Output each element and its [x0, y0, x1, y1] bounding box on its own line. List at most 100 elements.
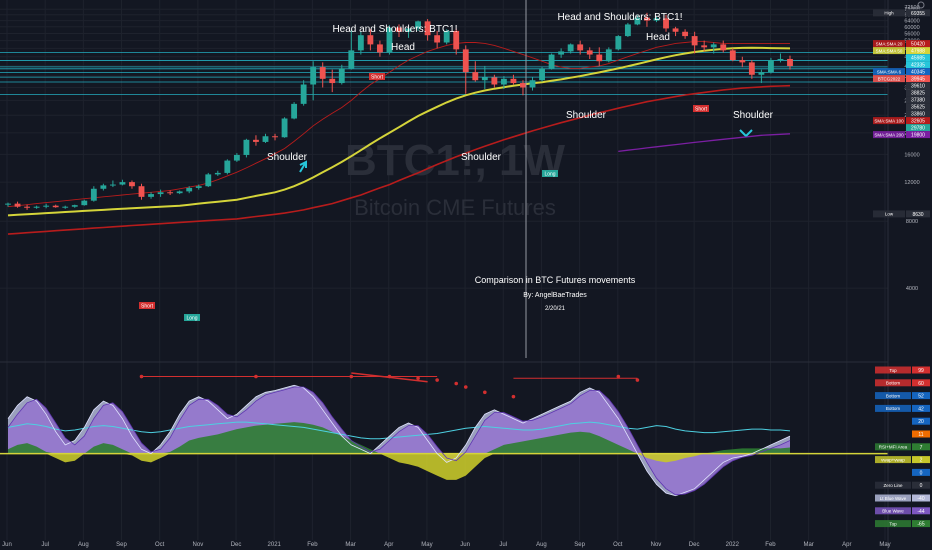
arrow-icon: [299, 160, 307, 173]
osc-tag-value-box: [912, 481, 930, 489]
osc-tag-value-box: [912, 392, 930, 400]
osc-tag-name: vwap+vwap: [881, 457, 905, 462]
comparison-text: Comparison in BTC Futures movements: [475, 275, 636, 285]
candle-body: [291, 103, 298, 119]
candle-body: [33, 206, 40, 208]
sma-line: [7, 41, 790, 208]
candle-body: [682, 31, 689, 37]
candle-body: [653, 18, 660, 21]
shoulder-label-4: Shoulder: [733, 110, 774, 121]
candle-body: [167, 192, 174, 194]
candle-body: [510, 78, 517, 84]
long-signal-label: Long: [544, 172, 555, 178]
x-tick-label: Dec: [231, 542, 242, 548]
price-tag-value-box: [906, 82, 930, 90]
osc-tag-name: Blue Wave: [882, 509, 904, 514]
price-tag-value: 32605: [911, 119, 925, 125]
head-label-1: Head: [391, 42, 415, 53]
osc-tag-value-box: [912, 379, 930, 387]
price-tag-name: SMA:SMA 6: [877, 69, 902, 74]
osc-tag-value-box: [912, 456, 930, 464]
shoulder-label-2: Shoulder: [461, 152, 502, 163]
candle-body: [281, 118, 288, 138]
x-tick-label: Apr: [384, 542, 393, 548]
blue-wave-line: [7, 386, 791, 496]
candle-body: [624, 24, 631, 37]
x-axis: Jun Jul Aug Sep Oct Nov Dec 2021 Feb Mar Apr May Jun…: [2, 542, 891, 548]
price-tag-value: 37380: [911, 98, 925, 104]
moving-averages: [7, 41, 791, 235]
candle-body: [71, 205, 78, 207]
x-tick-label: May: [879, 542, 890, 548]
chart-settings[interactable]: [917, 1, 925, 9]
short-signal-label: Short: [371, 75, 384, 81]
candle-body: [357, 35, 364, 51]
osc-tag-value: 52: [918, 394, 924, 400]
candle-body: [262, 136, 269, 142]
date-text: 2/20/21: [545, 306, 566, 312]
price-tag-value: 42335: [911, 63, 925, 69]
osc-tag-value: 7: [920, 445, 923, 451]
candle-body: [100, 185, 107, 189]
price-tag-value: 39945: [911, 77, 925, 83]
x-tick-label: Aug: [536, 542, 547, 548]
candle-body: [577, 44, 584, 51]
candle-body: [43, 205, 50, 207]
x-tick-label: Oct: [613, 542, 623, 548]
gear-icon[interactable]: [917, 1, 925, 9]
candle-body: [405, 28, 412, 32]
x-tick-label: Oct: [155, 542, 165, 548]
candle-body: [24, 206, 30, 208]
candle-body: [52, 205, 59, 208]
price-tag-value-box: [906, 96, 930, 104]
price-tag-value: 29780: [911, 126, 925, 132]
sma-line: [7, 46, 791, 217]
candle-body: [491, 77, 498, 85]
osc-tag-value: 20: [918, 419, 924, 425]
price-tag-value: 38825: [911, 91, 925, 97]
candle-body: [644, 17, 650, 21]
x-tick-label: Nov: [651, 542, 662, 548]
osc-tag-name: Zero Line: [883, 483, 903, 488]
candle-body: [443, 30, 450, 43]
price-tag-name: SMA:SMA 200: [874, 132, 904, 137]
candle-body: [148, 194, 154, 197]
price-tag-value: 33860: [911, 112, 925, 118]
price-tag-value: 45985: [911, 56, 925, 62]
price-tag-value-box: [906, 40, 930, 48]
candle-body: [691, 36, 698, 46]
osc-tag-name-box: [875, 404, 911, 412]
osc-tag-name: Top: [889, 521, 897, 526]
candle-body: [233, 154, 240, 161]
osc-tag-value: -40: [917, 496, 924, 502]
osc-tag-name: Lt Blue Wave: [880, 496, 907, 501]
candle-body: [138, 186, 145, 197]
candle-body: [548, 54, 555, 69]
candle-body: [81, 200, 88, 206]
short-signal-label: Short: [695, 107, 708, 113]
candle-body: [396, 27, 402, 32]
rsi-mfi-area-positive: [8, 422, 790, 454]
x-tick-label: Feb: [765, 542, 776, 548]
osc-tag-value: 0: [920, 470, 923, 476]
candle-body: [453, 30, 460, 50]
osc-tag-name-box: [875, 494, 911, 502]
shoulder-label-3: Shoulder: [566, 110, 607, 121]
price-tag-value: 8630: [912, 212, 923, 218]
candle-body: [634, 17, 641, 25]
x-tick-label: Dec: [689, 542, 700, 548]
candle-body: [777, 58, 784, 61]
price-tag-value-box: [906, 68, 930, 76]
osc-tag-value: 0: [920, 483, 923, 489]
osc-tag-value-box: [912, 468, 930, 476]
price-tag-value: 47988: [911, 49, 925, 55]
osc-tag-value-box: [912, 520, 930, 528]
hs-title-1: Head and Shoulders: BTC1!: [332, 24, 457, 35]
x-tick-label: May: [421, 542, 432, 548]
long-signal-label: Long: [186, 316, 197, 322]
short-signal-box: [693, 105, 709, 112]
candle-body: [243, 139, 250, 155]
osc-tag-value-box: [912, 494, 930, 502]
divergence-dot: [463, 385, 468, 389]
